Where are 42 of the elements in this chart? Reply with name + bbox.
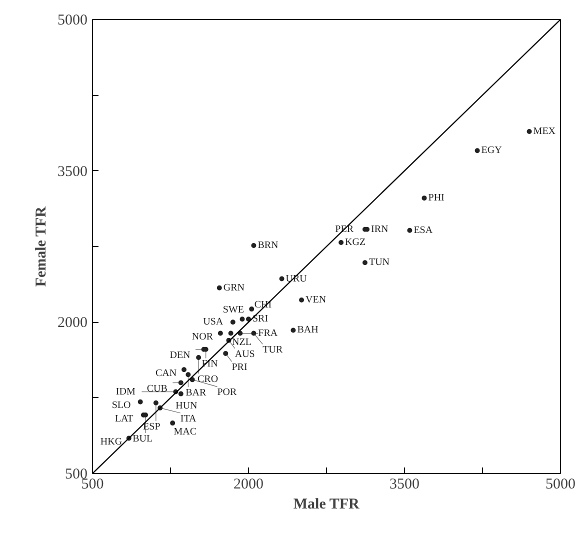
data-label: TUN <box>368 257 390 268</box>
data-label: TUR <box>262 344 283 356</box>
x-axis-title: Male TFR <box>293 496 360 512</box>
data-label: SLO <box>112 400 131 412</box>
y-tick-label: 5000 <box>58 12 88 28</box>
data-label: SWE <box>222 304 244 316</box>
data-label: BAH <box>297 324 318 336</box>
data-label: MEX <box>533 126 556 137</box>
data-label: GRN <box>223 282 245 294</box>
data-label: DEN <box>170 350 190 362</box>
data-label: IDM <box>116 386 136 398</box>
data-label: KGZ <box>345 236 366 248</box>
data-label: IRN <box>371 224 388 235</box>
data-label: VEN <box>306 294 326 306</box>
y-tick-label: 2000 <box>58 315 88 332</box>
x-tick-label: 3500 <box>390 476 420 492</box>
data-label: HUN <box>176 400 198 412</box>
data-label: ITA <box>180 414 198 425</box>
data-label: ESA <box>414 224 434 236</box>
data-label: MAC <box>174 426 197 438</box>
data-label: SRI <box>252 314 268 325</box>
data-label: NOR <box>192 332 214 343</box>
data-label: NZL <box>232 336 252 348</box>
data-label: PHI <box>428 192 444 204</box>
data-label: USA <box>203 316 224 328</box>
x-tick-label: 2000 <box>234 476 264 492</box>
data-label: BUL <box>132 433 153 444</box>
y-axis-title: Female TFR <box>34 206 50 287</box>
data-label: EGY <box>481 145 502 156</box>
data-label: BAR <box>186 388 206 399</box>
data-label: LAT <box>114 413 134 424</box>
data-label: HKG <box>100 436 122 448</box>
x-tick-label: 5000 <box>546 476 576 492</box>
data-label: BRN <box>258 240 278 251</box>
data-label: CAN <box>156 368 177 379</box>
data-label: FRA <box>258 328 278 339</box>
data-label: PRI <box>232 362 248 374</box>
data-label: CRO <box>198 374 218 386</box>
y-tick-label: 3500 <box>58 164 88 180</box>
data-label: ESP <box>143 421 161 432</box>
data-label: POR <box>217 387 238 398</box>
data-label: AUS <box>234 348 255 360</box>
